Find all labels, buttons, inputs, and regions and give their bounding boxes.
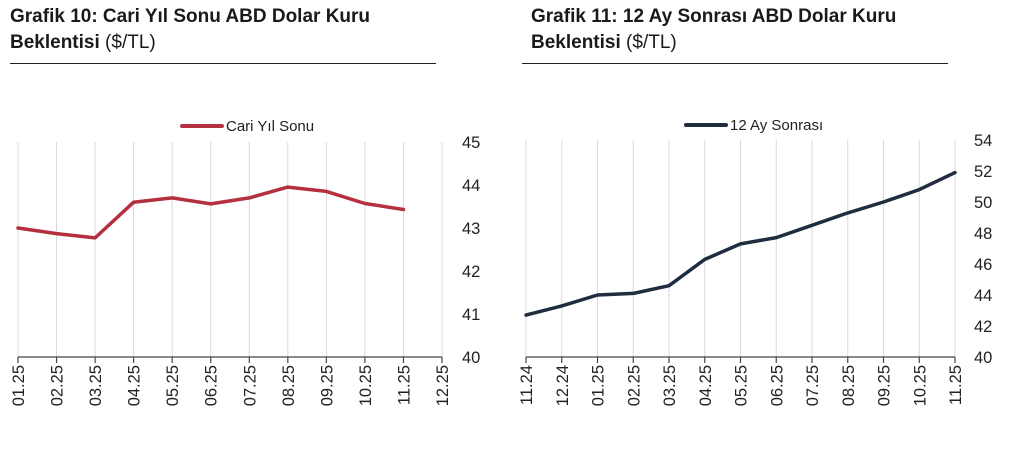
chart-panel-left: Grafik 10: Cari Yıl Sonu ABD Dolar Kuru … <box>10 0 436 451</box>
right-chart-y-tick-label: 46 <box>974 256 992 274</box>
title-rule-left <box>10 63 436 64</box>
left-chart-x-tick-label: 06.25 <box>203 365 221 406</box>
right-chart-x-tick-label: 08.25 <box>840 365 858 406</box>
right-chart-x-tick-label: 06.25 <box>768 365 786 406</box>
right-chart-x-tick-label: 07.25 <box>804 365 822 406</box>
left-chart-y-tick-label: 45 <box>462 134 480 152</box>
chart-title-right-unit: ($/TL) <box>626 32 677 53</box>
right-chart-x-tick-label: 02.25 <box>625 365 643 406</box>
left-chart-x-tick-label: 03.25 <box>87 365 105 406</box>
left-chart-y-tick-label: 41 <box>462 306 480 324</box>
left-chart-x-tick-label: 09.25 <box>318 365 336 406</box>
right-chart-x-tick-label: 12.24 <box>554 365 572 406</box>
right-chart-x-tick-label: 11.24 <box>518 365 536 405</box>
left-chart-legend-label: Cari Yıl Sonu <box>226 118 314 135</box>
left-chart-y-tick-label: 40 <box>462 349 480 367</box>
left-chart-x-tick-label: 05.25 <box>164 365 182 406</box>
title-rule-right <box>522 63 948 64</box>
left-chart-x-tick-label: 08.25 <box>280 365 298 406</box>
left-chart-x-tick-label: 04.25 <box>126 365 144 406</box>
chart-title-right: Grafik 11: 12 Ay Sonrası ABD Dolar Kuru … <box>531 4 941 56</box>
chart-title-left: Grafik 10: Cari Yıl Sonu ABD Dolar Kuru … <box>10 4 436 56</box>
left-chart-y-tick-label: 42 <box>462 263 480 281</box>
right-chart-y-tick-label: 42 <box>974 318 992 336</box>
left-chart-x-tick-label: 12.25 <box>434 365 452 406</box>
right-chart-y-tick-label: 52 <box>974 163 992 181</box>
chart-title-right-main: Grafik 11: 12 Ay Sonrası ABD Dolar Kuru … <box>531 6 897 53</box>
left-chart-x-tick-label: 01.25 <box>10 365 28 406</box>
left-chart-x-tick-label: 10.25 <box>357 365 375 406</box>
chart-title-left-unit: ($/TL) <box>105 32 156 53</box>
left-chart-y-tick-label: 44 <box>462 177 480 195</box>
chart-title-left-main: Grafik 10: Cari Yıl Sonu ABD Dolar Kuru … <box>10 6 371 53</box>
right-chart-y-tick-label: 50 <box>974 194 992 212</box>
left-chart-x-tick-label: 02.25 <box>49 365 67 406</box>
right-chart-x-tick-label: 09.25 <box>876 365 894 406</box>
chart-panel-right: Grafik 11: 12 Ay Sonrası ABD Dolar Kuru … <box>522 0 948 451</box>
right-chart-y-tick-label: 40 <box>974 349 992 367</box>
left-chart-series-line <box>16 185 406 240</box>
right-chart-x-tick-label: 01.25 <box>590 365 608 406</box>
right-chart-y-tick-label: 54 <box>974 132 992 150</box>
right-chart-x-tick-label: 03.25 <box>661 365 679 406</box>
right-chart-x-tick-label: 05.25 <box>733 365 751 406</box>
left-chart-x-tick-label: 07.25 <box>241 365 259 406</box>
left-chart-x-tick-label: 11.25 <box>395 365 413 405</box>
right-chart-x-tick-label: 11.25 <box>947 365 965 405</box>
right-chart-x-tick-label: 10.25 <box>911 365 929 406</box>
left-chart-y-tick-label: 43 <box>462 220 480 238</box>
right-chart-y-tick-label: 44 <box>974 287 992 305</box>
right-chart-x-tick-label: 04.25 <box>697 365 715 406</box>
right-chart-y-tick-label: 48 <box>974 225 992 243</box>
right-chart-series-line <box>524 170 957 317</box>
right-chart-legend-label: 12 Ay Sonrası <box>730 117 823 134</box>
